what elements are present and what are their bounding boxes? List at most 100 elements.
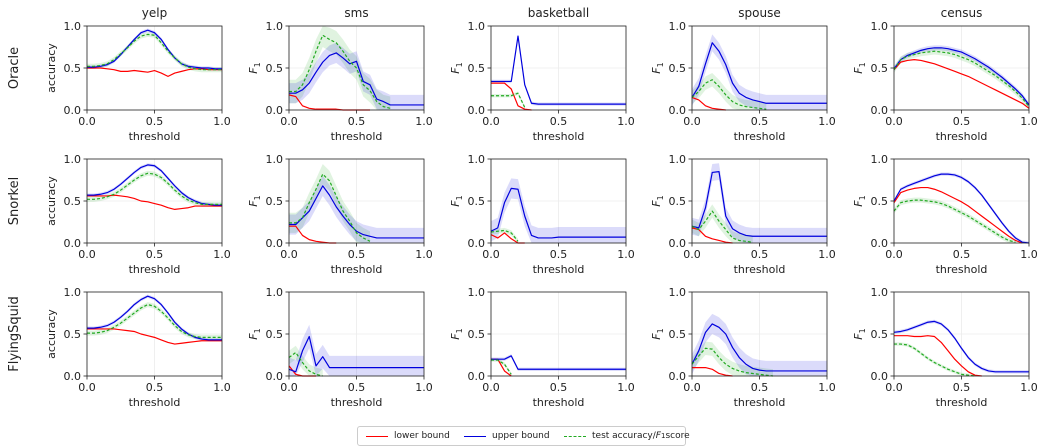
y-tick-label-flyingsquid-spouse: 1.0 <box>669 286 687 299</box>
legend-label-test-sub: 1 <box>660 432 666 440</box>
upper-band-oracle-census <box>894 45 1029 108</box>
test-score-line-snorkel-spouse <box>691 210 753 243</box>
test-band-snorkel-spouse <box>692 204 753 243</box>
y-tick-label-snorkel-census: 1.0 <box>871 153 889 166</box>
x-tick-label-snorkel-basketball: 1.0 <box>617 248 635 261</box>
test-band-flyingsquid-yelp <box>87 302 222 340</box>
x-tick-label-snorkel-census: 1.0 <box>1020 248 1038 261</box>
test-score-line-flyingsquid-spouse <box>691 347 774 377</box>
x-tick-label-snorkel-basketball: 0.5 <box>550 248 568 261</box>
column-title-census: census <box>941 6 983 20</box>
legend: lower bound upper bound test accuracy/F 1… <box>357 426 690 446</box>
y-axis-label-snorkel-yelp: accuracy <box>45 176 58 226</box>
y-tick-label-flyingsquid-yelp: 1.0 <box>64 286 82 299</box>
y-tick-label-oracle-basketball: 0.5 <box>468 62 486 75</box>
x-axis-label-flyingsquid-census: threshold <box>936 396 988 409</box>
test-band-snorkel-census <box>894 197 1016 243</box>
test-band-flyingsquid-census <box>894 342 975 376</box>
x-tick-label-snorkel-yelp: 1.0 <box>213 248 231 261</box>
x-tick-label-snorkel-yelp: 0.0 <box>78 248 96 261</box>
x-tick-label-oracle-sms: 1.0 <box>415 115 433 128</box>
x-tick-label-oracle-basketball: 0.5 <box>550 115 568 128</box>
y-tick-label-flyingsquid-census: 1.0 <box>871 286 889 299</box>
lower-bound-line-oracle-spouse <box>691 96 726 111</box>
y-axis-label-flyingsquid-census: F1 <box>852 328 867 339</box>
column-title-spouse: spouse <box>738 6 780 20</box>
y-axis-label-oracle-basketball: F1 <box>449 62 464 73</box>
upper-bound-line-flyingsquid-basketball <box>491 355 626 370</box>
upper-bound-line-snorkel-sms <box>289 185 424 239</box>
y-tick-label-oracle-census: 0.0 <box>871 104 889 117</box>
x-tick-label-oracle-census: 0.0 <box>885 115 903 128</box>
x-tick-label-flyingsquid-yelp: 0.0 <box>78 381 96 394</box>
test-score-line-oracle-sms <box>289 34 391 109</box>
x-tick-label-oracle-yelp: 0.5 <box>146 115 164 128</box>
test-score-line-oracle-basketball <box>491 92 526 108</box>
test-score-line-snorkel-sms <box>289 173 371 242</box>
x-axis-label-oracle-census: threshold <box>936 130 988 143</box>
y-tick-label-flyingsquid-sms: 1.0 <box>266 286 284 299</box>
x-tick-label-flyingsquid-census: 0.5 <box>953 381 971 394</box>
y-tick-label-flyingsquid-basketball: 0.5 <box>468 328 486 341</box>
x-axis-label-snorkel-spouse: threshold <box>734 263 786 276</box>
x-tick-label-flyingsquid-basketball: 0.0 <box>482 381 500 394</box>
x-tick-label-flyingsquid-yelp: 1.0 <box>213 381 231 394</box>
y-tick-label-snorkel-census: 0.5 <box>871 195 889 208</box>
x-axis-label-flyingsquid-yelp: threshold <box>129 396 181 409</box>
y-tick-label-snorkel-yelp: 0.0 <box>64 237 82 250</box>
x-tick-label-oracle-basketball: 1.0 <box>617 115 635 128</box>
upper-bound-line-flyingsquid-sms <box>288 335 424 373</box>
y-axis-label-flyingsquid-spouse: F1 <box>650 328 665 339</box>
y-tick-label-snorkel-sms: 0.5 <box>266 195 284 208</box>
x-tick-label-snorkel-spouse: 1.0 <box>818 248 836 261</box>
test-band-snorkel-sms <box>289 164 370 243</box>
y-tick-label-oracle-sms: 0.5 <box>266 62 284 75</box>
y-axis-label-oracle-yelp: accuracy <box>45 43 58 93</box>
y-tick-label-snorkel-spouse: 1.0 <box>669 153 687 166</box>
x-tick-label-snorkel-spouse: 0.0 <box>683 248 701 261</box>
test-score-line-oracle-spouse <box>691 79 767 110</box>
x-tick-label-flyingsquid-sms: 1.0 <box>415 381 433 394</box>
y-axis-label-snorkel-basketball: F1 <box>449 195 464 206</box>
y-tick-label-oracle-spouse: 0.0 <box>669 104 687 117</box>
x-axis-label-flyingsquid-sms: threshold <box>331 396 383 409</box>
x-tick-label-flyingsquid-census: 1.0 <box>1020 381 1038 394</box>
upper-bound-line-oracle-census <box>893 47 1030 106</box>
x-tick-label-snorkel-yelp: 0.5 <box>146 248 164 261</box>
x-axis-label-snorkel-census: threshold <box>936 263 988 276</box>
legend-swatch-upper <box>464 435 486 437</box>
x-axis-label-snorkel-basketball: threshold <box>533 263 585 276</box>
y-tick-label-snorkel-spouse: 0.0 <box>669 237 687 250</box>
legend-item-lower-bound: lower bound <box>366 429 450 443</box>
y-tick-label-flyingsquid-spouse: 0.5 <box>669 328 687 341</box>
test-score-line-snorkel-census <box>893 199 1016 243</box>
y-tick-label-oracle-sms: 1.0 <box>266 20 284 33</box>
x-tick-label-flyingsquid-sms: 0.5 <box>348 381 366 394</box>
y-tick-label-flyingsquid-yelp: 0.0 <box>64 370 82 383</box>
upper-bound-line-snorkel-census <box>893 173 1030 244</box>
y-tick-label-oracle-sms: 0.0 <box>266 104 284 117</box>
legend-label-test-suffix: score <box>665 431 690 441</box>
legend-label-test-prefix: test accuracy/ <box>592 431 656 441</box>
x-tick-label-snorkel-sms: 0.0 <box>280 248 298 261</box>
y-axis-label-oracle-spouse: F1 <box>650 62 665 73</box>
upper-band-oracle-sms <box>289 42 424 110</box>
x-tick-label-oracle-spouse: 0.5 <box>751 115 769 128</box>
y-tick-label-snorkel-yelp: 0.5 <box>64 195 82 208</box>
upper-bound-line-snorkel-spouse <box>691 171 827 237</box>
y-tick-label-snorkel-sms: 1.0 <box>266 153 284 166</box>
y-axis-label-flyingsquid-basketball: F1 <box>449 328 464 339</box>
upper-band-flyingsquid-spouse <box>692 313 827 376</box>
legend-item-upper-bound: upper bound <box>464 429 550 443</box>
y-tick-label-oracle-census: 1.0 <box>871 20 889 33</box>
x-tick-label-oracle-census: 1.0 <box>1020 115 1038 128</box>
y-tick-label-flyingsquid-basketball: 0.0 <box>468 370 486 383</box>
x-tick-label-oracle-sms: 0.5 <box>348 115 366 128</box>
lower-bound-line-flyingsquid-spouse <box>692 367 733 377</box>
y-axis-label-flyingsquid-sms: F1 <box>247 328 262 339</box>
y-tick-label-snorkel-yelp: 1.0 <box>64 153 82 166</box>
x-tick-label-flyingsquid-sms: 0.0 <box>280 381 298 394</box>
y-tick-label-snorkel-basketball: 1.0 <box>468 153 486 166</box>
y-tick-label-snorkel-basketball: 0.5 <box>468 195 486 208</box>
y-axis-label-flyingsquid-yelp: accuracy <box>45 309 58 359</box>
